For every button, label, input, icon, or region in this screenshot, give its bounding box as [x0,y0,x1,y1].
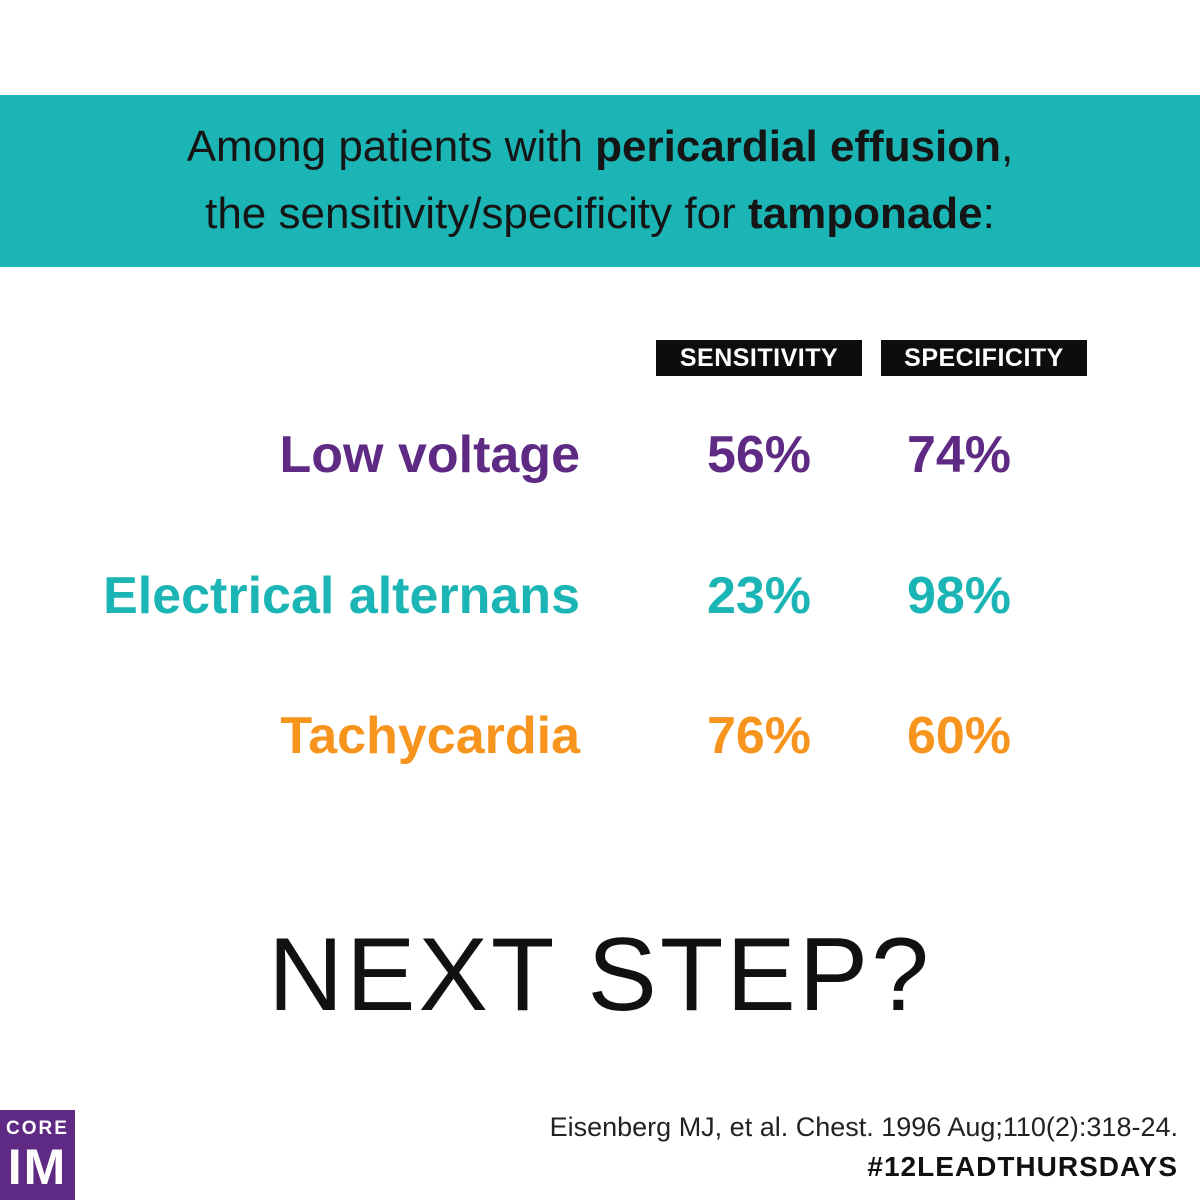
core-im-logo: CORE IM [0,1110,75,1200]
sensitivity-value-electrical-alternans: 23% [706,567,812,625]
specificity-column-header: SPECIFICITY [881,340,1087,376]
row-label-low-voltage: Low voltage [279,426,580,484]
header-line-1-bold: pericardial effusion [595,122,1002,171]
header-banner [0,95,1200,267]
row-label-tachycardia: Tachycardia [280,707,580,765]
header-line-2-text: the sensitivity/specificity for [205,189,748,238]
specificity-value-tachycardia: 60% [906,707,1012,765]
next-step-question: NEXT STEP? [268,917,932,1033]
logo-core-text: CORE [6,1118,69,1139]
header-line-1-text: Among patients with [186,122,596,171]
specificity-value-electrical-alternans: 98% [906,567,1012,625]
logo-im-text: IM [7,1139,68,1195]
header-line-2-bold: tamponade [747,189,983,238]
header-line-1-punct: , [1001,122,1014,171]
header-line-2-punct: : [982,189,995,238]
header-line-2: the sensitivity/specificity for tamponad… [0,186,1200,242]
row-label-electrical-alternans: Electrical alternans [103,567,580,625]
sensitivity-value-tachycardia: 76% [706,707,812,765]
hashtag: #12LEADTHURSDAYS [867,1151,1178,1182]
citation: Eisenberg MJ, et al. Chest. 1996 Aug;110… [549,1112,1178,1142]
sensitivity-column-header: SENSITIVITY [656,340,862,376]
header-line-1: Among patients with pericardial effusion… [0,119,1200,175]
specificity-value-low-voltage: 74% [906,426,1012,484]
sensitivity-value-low-voltage: 56% [706,426,812,484]
